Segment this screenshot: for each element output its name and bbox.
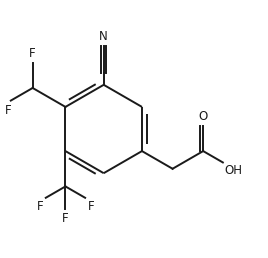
Text: F: F: [29, 47, 36, 60]
Text: O: O: [199, 110, 208, 123]
Text: F: F: [37, 200, 43, 213]
Text: F: F: [5, 104, 12, 117]
Text: F: F: [62, 212, 69, 225]
Text: N: N: [99, 30, 108, 43]
Text: OH: OH: [224, 164, 242, 177]
Text: F: F: [88, 200, 94, 213]
